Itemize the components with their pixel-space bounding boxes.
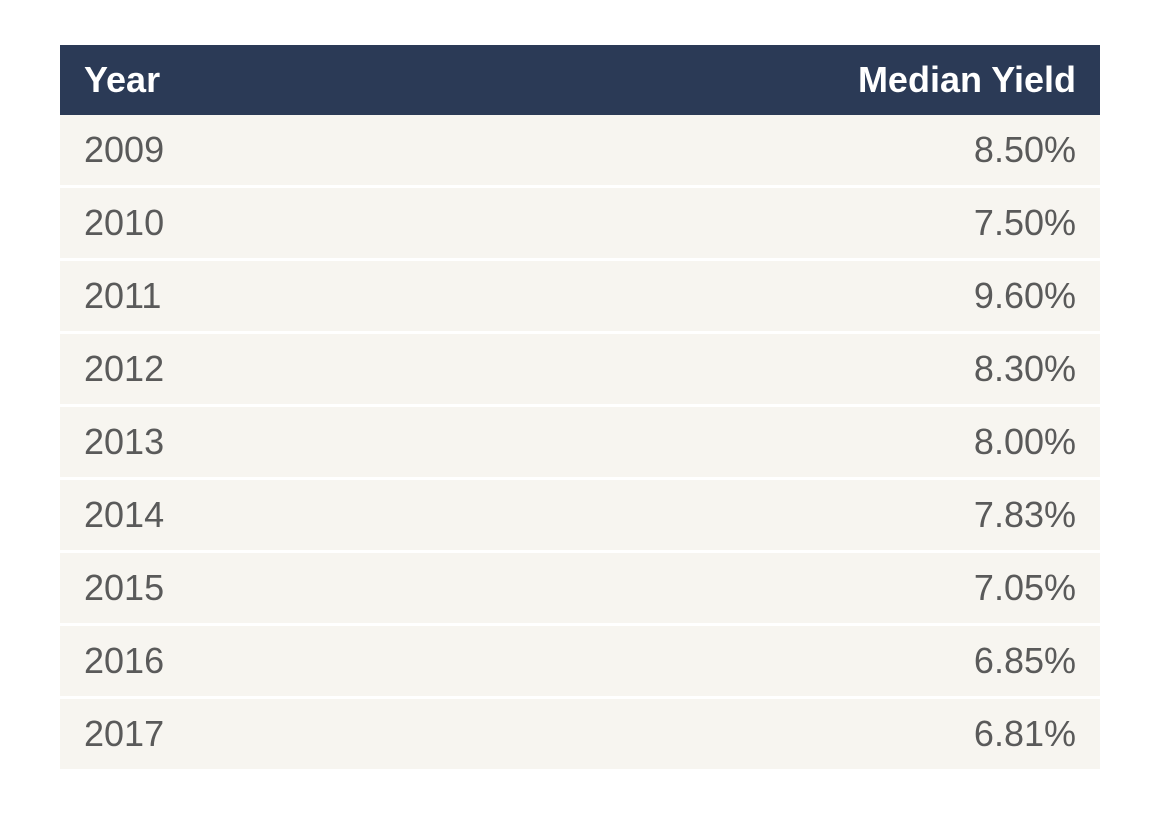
table-row: 2012 8.30%: [60, 333, 1100, 406]
table-row: 2015 7.05%: [60, 552, 1100, 625]
cell-year: 2015: [60, 552, 398, 625]
cell-yield: 6.85%: [398, 625, 1100, 698]
cell-yield: 7.50%: [398, 187, 1100, 260]
table-row: 2009 8.50%: [60, 115, 1100, 187]
cell-year: 2017: [60, 698, 398, 771]
table-row: 2014 7.83%: [60, 479, 1100, 552]
cell-yield: 8.50%: [398, 115, 1100, 187]
cell-year: 2013: [60, 406, 398, 479]
cell-yield: 6.81%: [398, 698, 1100, 771]
cell-year: 2016: [60, 625, 398, 698]
cell-year: 2014: [60, 479, 398, 552]
table-row: 2010 7.50%: [60, 187, 1100, 260]
cell-yield: 7.05%: [398, 552, 1100, 625]
table-row: 2013 8.00%: [60, 406, 1100, 479]
table-header-row: Year Median Yield: [60, 45, 1100, 115]
cell-year: 2009: [60, 115, 398, 187]
table-row: 2016 6.85%: [60, 625, 1100, 698]
cell-yield: 8.30%: [398, 333, 1100, 406]
header-yield: Median Yield: [398, 45, 1100, 115]
cell-year: 2011: [60, 260, 398, 333]
cell-yield: 7.83%: [398, 479, 1100, 552]
header-year: Year: [60, 45, 398, 115]
yield-table-container: Year Median Yield 2009 8.50% 2010 7.50% …: [60, 45, 1100, 772]
cell-yield: 8.00%: [398, 406, 1100, 479]
cell-year: 2010: [60, 187, 398, 260]
table-row: 2017 6.81%: [60, 698, 1100, 771]
cell-yield: 9.60%: [398, 260, 1100, 333]
table-row: 2011 9.60%: [60, 260, 1100, 333]
cell-year: 2012: [60, 333, 398, 406]
yield-table: Year Median Yield 2009 8.50% 2010 7.50% …: [60, 45, 1100, 772]
